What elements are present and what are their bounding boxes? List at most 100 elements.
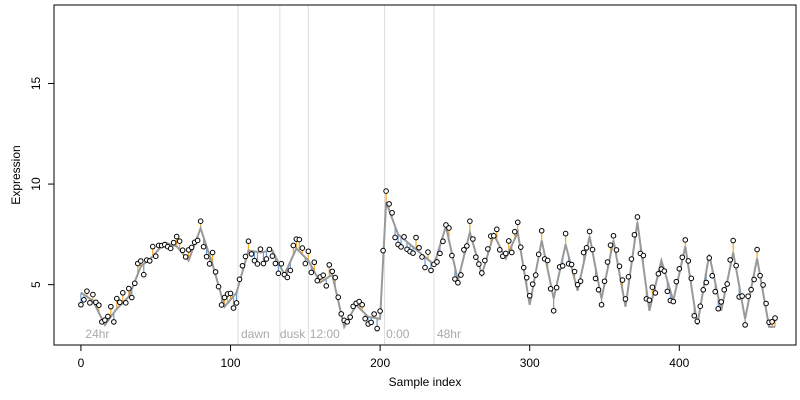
data-point xyxy=(440,238,446,245)
data-point xyxy=(619,277,626,283)
data-point xyxy=(377,308,383,314)
data-point xyxy=(200,243,207,250)
data-point xyxy=(96,302,102,308)
data-point xyxy=(646,297,653,303)
data-point xyxy=(772,315,778,321)
data-point xyxy=(392,234,398,241)
data-point xyxy=(140,271,147,278)
data-point xyxy=(586,228,593,235)
data-point xyxy=(374,325,380,332)
data-point xyxy=(221,294,228,301)
data-point xyxy=(568,261,575,268)
data-point xyxy=(470,236,476,242)
data-point xyxy=(688,275,695,282)
data-point xyxy=(117,299,123,306)
data-point xyxy=(203,253,210,260)
data-point xyxy=(730,237,736,244)
data-point xyxy=(128,294,135,301)
data-point xyxy=(108,303,114,310)
data-point xyxy=(149,243,156,250)
data-point xyxy=(532,272,539,278)
data-point xyxy=(263,256,270,262)
data-point xyxy=(661,268,668,274)
data-point xyxy=(125,285,132,292)
data-point xyxy=(188,244,195,251)
data-point xyxy=(748,286,754,293)
data-point xyxy=(266,246,273,253)
data-point xyxy=(571,268,578,275)
data-point xyxy=(721,286,727,293)
data-point xyxy=(251,257,258,264)
data-point xyxy=(78,301,84,308)
data-point xyxy=(760,282,766,288)
data-point xyxy=(529,281,536,287)
data-point xyxy=(419,254,425,260)
data-point xyxy=(227,290,234,297)
data-point xyxy=(613,247,620,253)
data-point xyxy=(437,250,443,257)
data-point xyxy=(212,269,219,275)
data-point xyxy=(111,319,117,325)
x-tick-label: 0 xyxy=(78,356,85,370)
data-point xyxy=(152,253,159,260)
data-point xyxy=(592,275,599,282)
data-point xyxy=(769,318,775,325)
data-point xyxy=(287,267,294,274)
data-point xyxy=(233,300,240,306)
data-point xyxy=(284,274,291,281)
data-point xyxy=(697,303,704,309)
data-point xyxy=(308,269,315,276)
data-point xyxy=(700,287,707,293)
data-point xyxy=(131,280,138,287)
data-point xyxy=(712,288,719,295)
data-point xyxy=(260,260,267,267)
data-point xyxy=(425,249,431,255)
data-point xyxy=(739,293,745,299)
data-point xyxy=(332,274,339,281)
data-point xyxy=(574,281,581,288)
data-point xyxy=(449,252,455,259)
annotation-label: 24hr xyxy=(85,327,109,341)
fit-line xyxy=(80,201,776,330)
data-point xyxy=(239,262,246,269)
data-point xyxy=(209,249,216,256)
data-point xyxy=(583,245,590,251)
data-point xyxy=(137,258,144,264)
data-point xyxy=(694,318,701,325)
data-point xyxy=(380,247,386,254)
data-point xyxy=(655,271,662,277)
x-tick-label: 100 xyxy=(221,356,241,370)
data-point xyxy=(458,272,464,278)
data-point xyxy=(81,296,87,303)
data-point xyxy=(494,226,500,233)
data-point xyxy=(479,270,485,276)
data-point xyxy=(685,258,692,264)
data-point xyxy=(715,305,722,312)
data-point xyxy=(254,261,261,267)
data-point xyxy=(461,246,467,253)
data-point xyxy=(248,251,255,257)
data-point xyxy=(335,294,342,301)
plot-frame xyxy=(53,4,797,346)
data-point xyxy=(577,278,584,284)
data-point xyxy=(664,288,671,295)
data-point xyxy=(547,285,554,292)
data-point xyxy=(194,237,201,244)
data-point xyxy=(706,255,713,261)
data-point xyxy=(176,238,183,244)
data-point xyxy=(485,246,491,252)
data-point xyxy=(670,298,677,305)
data-point xyxy=(434,259,440,265)
data-point xyxy=(269,253,276,259)
data-point xyxy=(631,231,638,238)
data-point xyxy=(520,264,527,271)
data-point xyxy=(242,253,249,260)
data-point xyxy=(640,252,647,259)
data-point xyxy=(278,260,285,267)
data-point xyxy=(173,233,180,240)
data-point xyxy=(90,291,96,298)
data-point xyxy=(526,292,533,299)
data-point xyxy=(326,262,333,268)
data-point xyxy=(344,318,351,325)
data-point xyxy=(604,259,611,265)
